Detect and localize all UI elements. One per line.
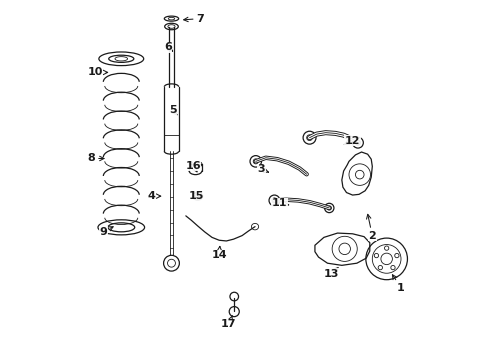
Text: 15: 15 [189, 191, 204, 201]
Text: 2: 2 [367, 214, 376, 240]
Text: 14: 14 [211, 246, 227, 260]
Text: 16: 16 [185, 161, 201, 172]
Text: 8: 8 [88, 153, 104, 163]
Text: 6: 6 [164, 42, 172, 52]
Text: 5: 5 [169, 105, 177, 115]
Text: 9: 9 [99, 227, 113, 237]
Text: 1: 1 [392, 275, 405, 293]
Text: 13: 13 [324, 267, 340, 279]
Text: 4: 4 [148, 191, 161, 201]
Text: 3: 3 [257, 164, 269, 174]
Text: 11: 11 [272, 198, 289, 208]
Text: 10: 10 [87, 67, 108, 77]
Text: 7: 7 [184, 14, 204, 24]
Text: 12: 12 [344, 136, 360, 145]
Text: 17: 17 [221, 316, 237, 329]
